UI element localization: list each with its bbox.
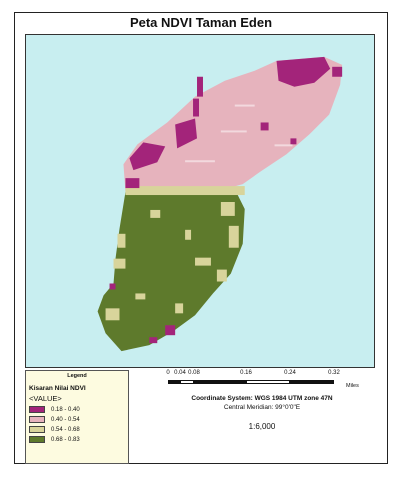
scale-segment	[168, 380, 180, 384]
legend-item-label: 0.54 - 0.68	[51, 426, 80, 433]
legend-swatch	[29, 416, 45, 423]
scale-segment	[180, 380, 194, 384]
scale-segment	[246, 380, 290, 384]
zone-0-40-0-54	[123, 56, 343, 195]
legend-item: 0.54 - 0.68	[29, 426, 128, 433]
legend-heading: Legend	[67, 373, 87, 379]
scale-segment	[290, 380, 334, 384]
zone-0-68-0-83	[97, 189, 245, 352]
central-meridian: Central Meridian: 99°0'0"E	[223, 404, 301, 411]
scale-tick-label: 0.04	[174, 370, 186, 376]
scale-tick-label: 0.08	[188, 370, 200, 376]
coordinate-system: Coordinate System: WGS 1984 UTM zone 47N	[191, 395, 333, 402]
legend-swatch	[29, 436, 45, 443]
scale-tick-label: 0.32	[328, 370, 340, 376]
scale-bar: 0 0.04 0.08 0.16 0.24 0.32 Miles	[164, 370, 359, 400]
scale-tick-label: 0.24	[284, 370, 296, 376]
legend-item: 0.68 - 0.83	[29, 436, 128, 443]
legend-field-name: Kisaran Nilai NDVI	[29, 385, 86, 392]
pink-zone-specks	[185, 104, 293, 163]
legend-item: 0.40 - 0.54	[29, 416, 128, 423]
map-legend: Legend Kisaran Nilai NDVI <VALUE> 0.18 -…	[25, 370, 129, 464]
scale-units: Miles	[346, 383, 359, 389]
scale-tick-label: 0.16	[240, 370, 252, 376]
scale-segment	[194, 380, 246, 384]
legend-item-label: 0.40 - 0.54	[51, 416, 80, 423]
zone-0-54-0-68	[105, 186, 245, 321]
map-view[interactable]	[25, 34, 375, 368]
legend-item-label: 0.18 - 0.40	[51, 406, 80, 413]
zone-0-18-0-40	[109, 56, 343, 344]
scale-ratio: 1:6,000	[248, 422, 276, 431]
map-frame: Peta NDVI Taman Eden	[14, 12, 388, 464]
legend-swatch	[29, 406, 45, 413]
legend-item: 0.18 - 0.40	[29, 406, 128, 413]
legend-value-label: <VALUE>	[29, 394, 62, 403]
ndvi-map	[26, 35, 374, 367]
legend-swatch	[29, 426, 45, 433]
scale-tick-label: 0	[166, 370, 170, 376]
map-title: Peta NDVI Taman Eden	[129, 15, 273, 30]
legend-item-label: 0.68 - 0.83	[51, 436, 80, 443]
